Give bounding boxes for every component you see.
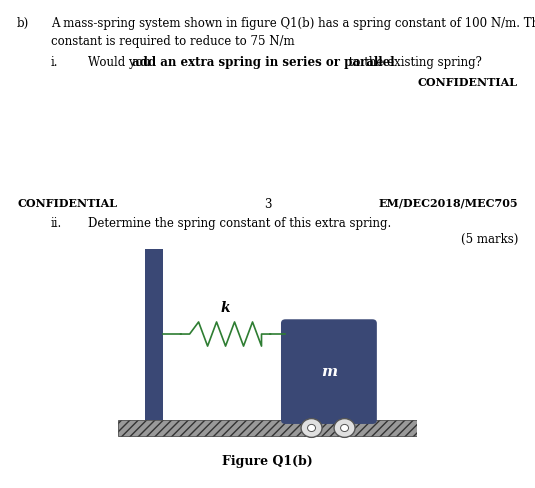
Text: EM/DEC2018/MEC705: EM/DEC2018/MEC705	[378, 198, 518, 209]
Text: Determine the spring constant of this extra spring.: Determine the spring constant of this ex…	[88, 217, 392, 230]
Text: b): b)	[17, 17, 29, 30]
FancyBboxPatch shape	[281, 319, 377, 424]
Text: A mass-spring system shown in figure Q1(b) has a spring constant of 100 N/m. The: A mass-spring system shown in figure Q1(…	[51, 17, 535, 48]
Text: add an extra spring in series or parallel: add an extra spring in series or paralle…	[132, 56, 395, 69]
Text: (5 marks): (5 marks)	[461, 233, 518, 246]
Circle shape	[308, 425, 316, 431]
Bar	[118, 420, 417, 436]
Text: Figure Q1(b): Figure Q1(b)	[222, 454, 313, 468]
Circle shape	[341, 425, 348, 431]
Text: Would you: Would you	[88, 56, 154, 69]
Text: CONFIDENTIAL: CONFIDENTIAL	[418, 77, 518, 88]
Circle shape	[301, 419, 322, 437]
Text: ii.: ii.	[51, 217, 62, 230]
Circle shape	[334, 419, 355, 437]
Text: 3: 3	[264, 198, 271, 211]
Text: i.: i.	[51, 56, 58, 69]
Text: k: k	[221, 301, 231, 315]
Text: to the existing spring?: to the existing spring?	[345, 56, 482, 69]
Bar	[144, 249, 163, 420]
Text: m: m	[321, 365, 337, 379]
Text: CONFIDENTIAL: CONFIDENTIAL	[17, 198, 117, 209]
